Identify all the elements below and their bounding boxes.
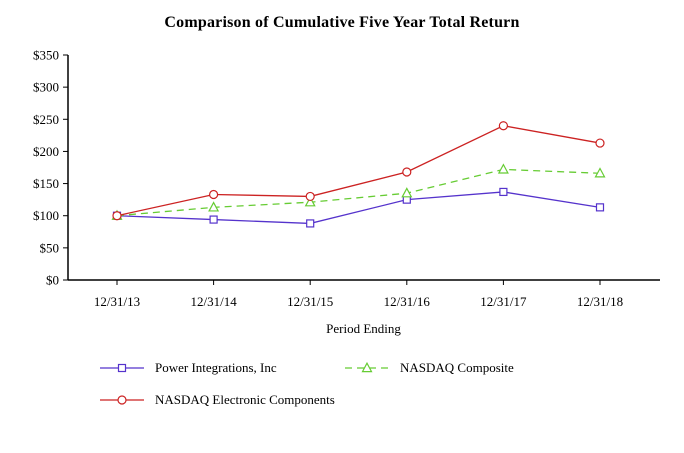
data-point-marker [499, 187, 508, 197]
data-point-marker [209, 189, 219, 200]
chart-title: Comparison of Cumulative Five Year Total… [164, 14, 520, 31]
data-point-marker [498, 121, 508, 131]
data-point-marker [401, 187, 413, 198]
data-point-marker [304, 196, 316, 207]
y-tick-label: $250 [33, 112, 59, 127]
legend-item-nasdaq-electronic-components: NASDAQ Electronic Components [100, 392, 335, 408]
series-line [116, 191, 601, 225]
data-point-marker [117, 363, 127, 373]
y-tick-label: $150 [33, 176, 59, 191]
y-tick-label: $350 [33, 48, 59, 63]
y-tick-label: $300 [33, 80, 59, 95]
data-point-marker [117, 395, 127, 405]
y-tick-label: $50 [40, 240, 60, 255]
data-point-marker [361, 362, 373, 373]
legend-label-nasdaq-electronic-components: NASDAQ Electronic Components [155, 392, 335, 407]
data-point-marker [595, 138, 605, 148]
x-tick-label: 12/31/17 [480, 294, 527, 309]
data-point-marker [402, 167, 412, 177]
x-tick-label: 12/31/16 [384, 294, 431, 309]
nasdaq-composite-line-swatch [345, 362, 389, 373]
data-point-marker [497, 163, 509, 174]
nasdaq-electronic-components-line-swatch [100, 395, 144, 405]
x-tick-label: 12/31/14 [190, 294, 237, 309]
line-chart-plot: $0 $50 $100 $150 $200 $250 $300 $350 12/31/13 12/… [33, 48, 660, 336]
series-line [116, 125, 601, 217]
x-tick-label: 12/31/13 [94, 294, 140, 309]
y-tick-label: $100 [33, 208, 59, 223]
legend-row-2: NASDAQ Electronic Components [100, 392, 684, 408]
power-integrations-line-swatch [100, 363, 144, 373]
data-point-marker [595, 203, 605, 212]
data-point-marker [112, 211, 122, 221]
y-tick-label: $0 [46, 273, 59, 288]
x-axis-title: Period Ending [326, 321, 401, 336]
chart-legend: Power Integrations, Inc NASDAQ Composite… [100, 360, 684, 408]
data-point-marker [306, 219, 315, 228]
legend-item-nasdaq-composite: NASDAQ Composite [345, 360, 514, 376]
legend-label-nasdaq-composite: NASDAQ Composite [400, 360, 514, 375]
x-tick-label: 12/31/18 [577, 294, 623, 309]
x-tick-label: 12/31/15 [287, 294, 333, 309]
legend-label-power-integrations: Power Integrations, Inc [155, 360, 277, 375]
legend-item-power-integrations: Power Integrations, Inc [100, 360, 345, 376]
data-point-marker [209, 215, 218, 224]
series-line [116, 168, 601, 217]
y-tick-label: $200 [33, 144, 59, 159]
data-point-marker [594, 167, 606, 178]
data-point-marker [305, 191, 315, 202]
legend-row-1: Power Integrations, Inc NASDAQ Composite [100, 360, 684, 376]
data-point-marker [208, 201, 220, 212]
